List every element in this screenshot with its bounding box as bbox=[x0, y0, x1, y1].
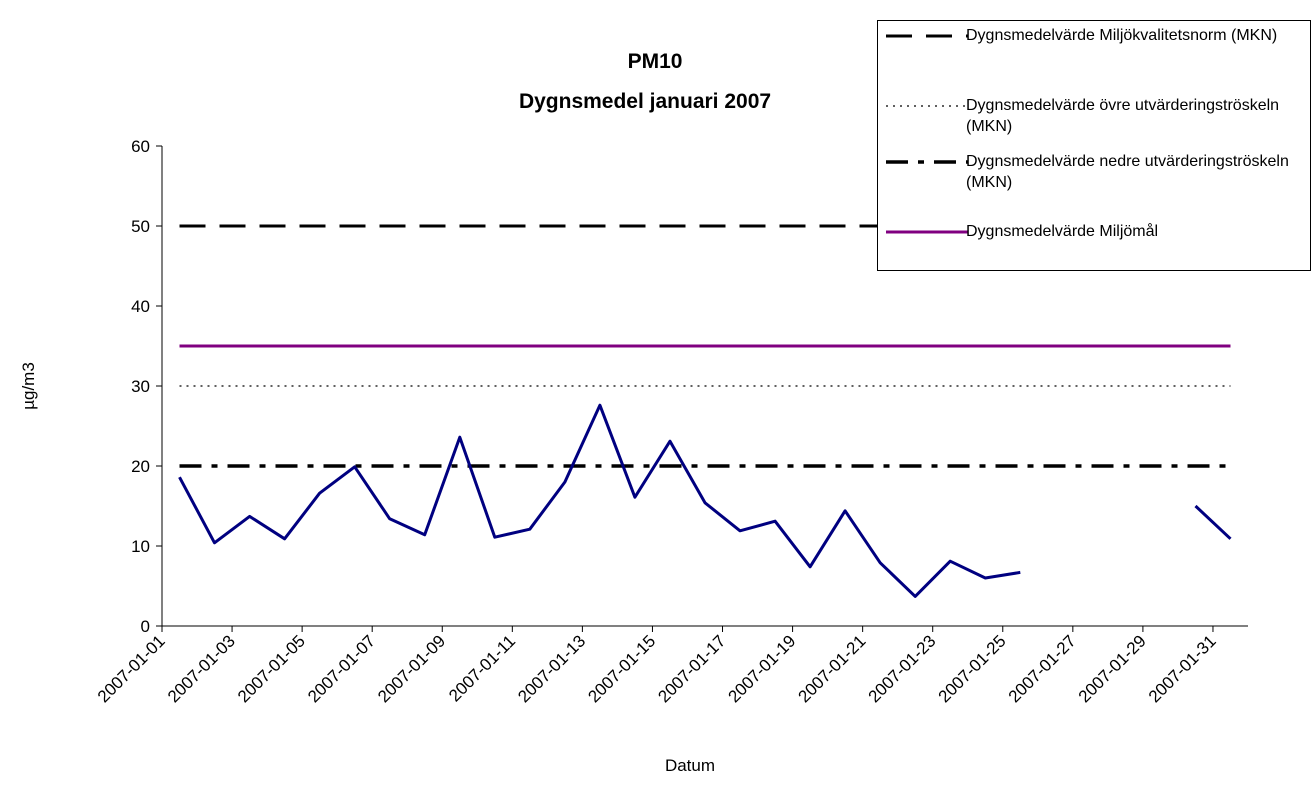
x-tick-label: 2007-01-13 bbox=[514, 631, 589, 706]
y-tick-label: 20 bbox=[131, 457, 150, 476]
x-tick-label: 2007-01-15 bbox=[584, 631, 659, 706]
x-tick-label: 2007-01-11 bbox=[445, 631, 519, 705]
y-tick-label: 50 bbox=[131, 217, 150, 236]
x-tick-label: 2007-01-31 bbox=[1145, 631, 1220, 706]
legend-swatch bbox=[886, 160, 968, 164]
legend-label: Dygnsmedelvärde Miljömål bbox=[966, 223, 1159, 240]
x-tick-label: 2007-01-25 bbox=[935, 631, 1010, 706]
y-tick-label: 40 bbox=[131, 297, 150, 316]
x-tick-label: 2007-01-21 bbox=[795, 631, 870, 706]
legend-label: Dygnsmedelvärde övre utvärderingströskel… bbox=[966, 97, 1280, 135]
x-tick-label: 2007-01-27 bbox=[1005, 631, 1080, 706]
x-tick-label: 2007-01-17 bbox=[654, 631, 729, 706]
series-line bbox=[178, 403, 1232, 598]
x-axis-label: Datum bbox=[665, 756, 715, 775]
y-tick-label: 10 bbox=[131, 537, 150, 556]
x-tick-label: 2007-01-01 bbox=[94, 631, 169, 706]
x-tick-label: 2007-01-05 bbox=[234, 631, 309, 706]
y-tick-label: 60 bbox=[131, 137, 150, 156]
y-axis-label: µg/m3 bbox=[19, 362, 38, 410]
y-tick-label: 30 bbox=[131, 377, 150, 396]
legend-swatch bbox=[886, 230, 968, 234]
x-tick-label: 2007-01-09 bbox=[374, 631, 449, 706]
y-tick-label: 0 bbox=[141, 617, 150, 636]
chart-title: PM10 bbox=[628, 50, 683, 73]
x-tick-label: 2007-01-19 bbox=[724, 631, 799, 706]
x-tick-label: 2007-01-07 bbox=[304, 631, 379, 706]
legend: Dygnsmedelvärde Miljökvalitetsnorm (MKN)… bbox=[877, 20, 1311, 271]
x-tick-label: 2007-01-03 bbox=[164, 631, 239, 706]
legend-swatch bbox=[886, 34, 968, 38]
chart-subtitle: Dygnsmedel januari 2007 bbox=[519, 90, 771, 113]
x-tick-label: 2007-01-29 bbox=[1075, 631, 1150, 706]
legend-label: Dygnsmedelvärde nedre utvärderingströske… bbox=[966, 153, 1289, 191]
legend-swatch bbox=[886, 105, 968, 107]
legend-label: Dygnsmedelvärde Miljökvalitetsnorm (MKN) bbox=[966, 27, 1278, 44]
x-tick-label: 2007-01-23 bbox=[865, 631, 940, 706]
